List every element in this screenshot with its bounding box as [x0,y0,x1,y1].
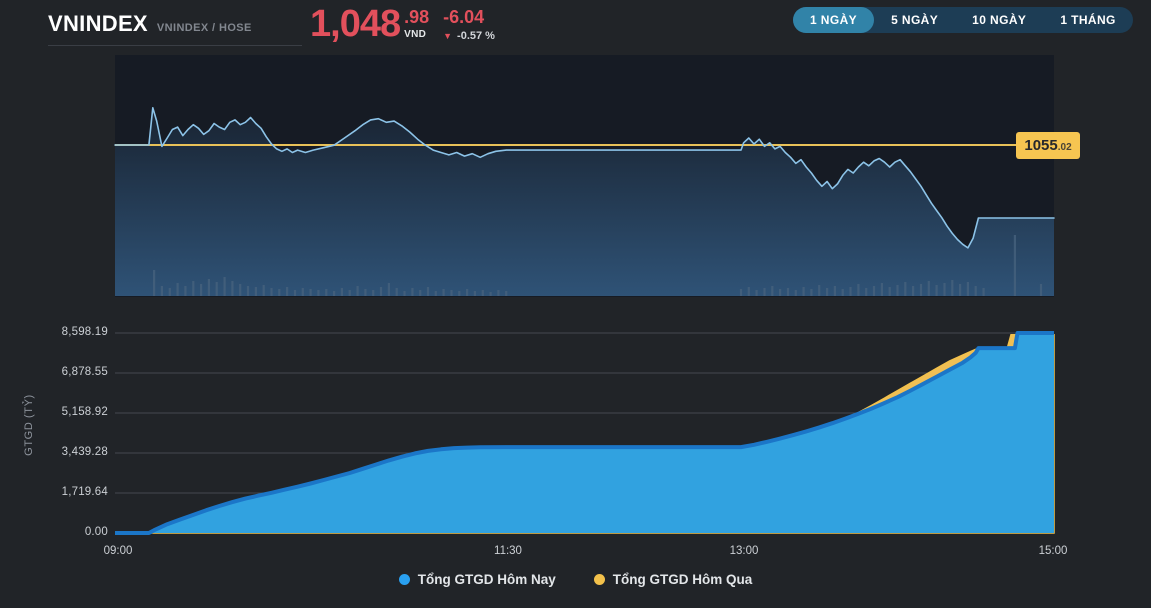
price-decimal: .98 [404,7,430,27]
price-change-percent: -0.57 % [457,30,495,42]
price-integer: 1,048 [310,3,401,45]
legend-item-hom-nay[interactable]: Tổng GTGD Hôm Nay [398,572,556,587]
x-tick-label: 11:30 [494,545,522,557]
header-divider [48,45,302,46]
price-block: 1,048 .98 VND -6.04 ▼ -0.57 % [310,5,495,43]
legend-dot-blue [398,574,410,585]
page-title: VNINDEX [48,11,148,36]
reference-price-dec: .02 [1057,141,1072,153]
period-tabs: 1 NGÀY 5 NGÀY 10 NGÀY 1 THÁNG [793,7,1133,33]
y-tick-label: 8,598.19 [61,326,108,338]
legend-dot-yellow [593,574,605,585]
y-tick-label: 3,439.28 [61,446,108,458]
instrument-header: VNINDEX VNINDEX / HOSE [48,11,252,37]
y-tick-label: 5,158.92 [61,406,108,418]
price-change: -6.04 [443,7,485,27]
instrument-subtitle: VNINDEX / HOSE [156,22,252,34]
reference-price-label: 1055 .02 [1016,132,1080,159]
legend-item-hom-qua[interactable]: Tổng GTGD Hôm Qua [593,572,752,587]
reference-price-int: 1055 [1024,137,1058,154]
y-tick-label: 0.00 [84,526,108,538]
gtgd-chart-layer [115,331,1055,535]
y-tick-label: 1,719.64 [61,486,108,498]
y-tick-label: 6,878.55 [61,366,108,378]
chart-legend: Tổng GTGD Hôm Nay Tổng GTGD Hôm Qua [0,572,1151,587]
price-currency: VND [404,29,427,40]
x-tick-label: 13:00 [729,545,759,557]
tab-1-thang[interactable]: 1 THÁNG [1060,13,1116,27]
tab-1-ngay[interactable]: 1 NGÀY [793,7,875,33]
price-chart-layer [114,107,1055,296]
arrow-down-icon: ▼ [443,31,453,41]
x-tick-label: 15:00 [1038,545,1068,557]
y-axis-title: GTGD (TỶ) [23,394,35,456]
x-tick-label: 09:00 [103,545,133,557]
tab-5-ngay[interactable]: 5 NGÀY [891,13,939,27]
tab-10-ngay[interactable]: 10 NGÀY [972,13,1027,27]
